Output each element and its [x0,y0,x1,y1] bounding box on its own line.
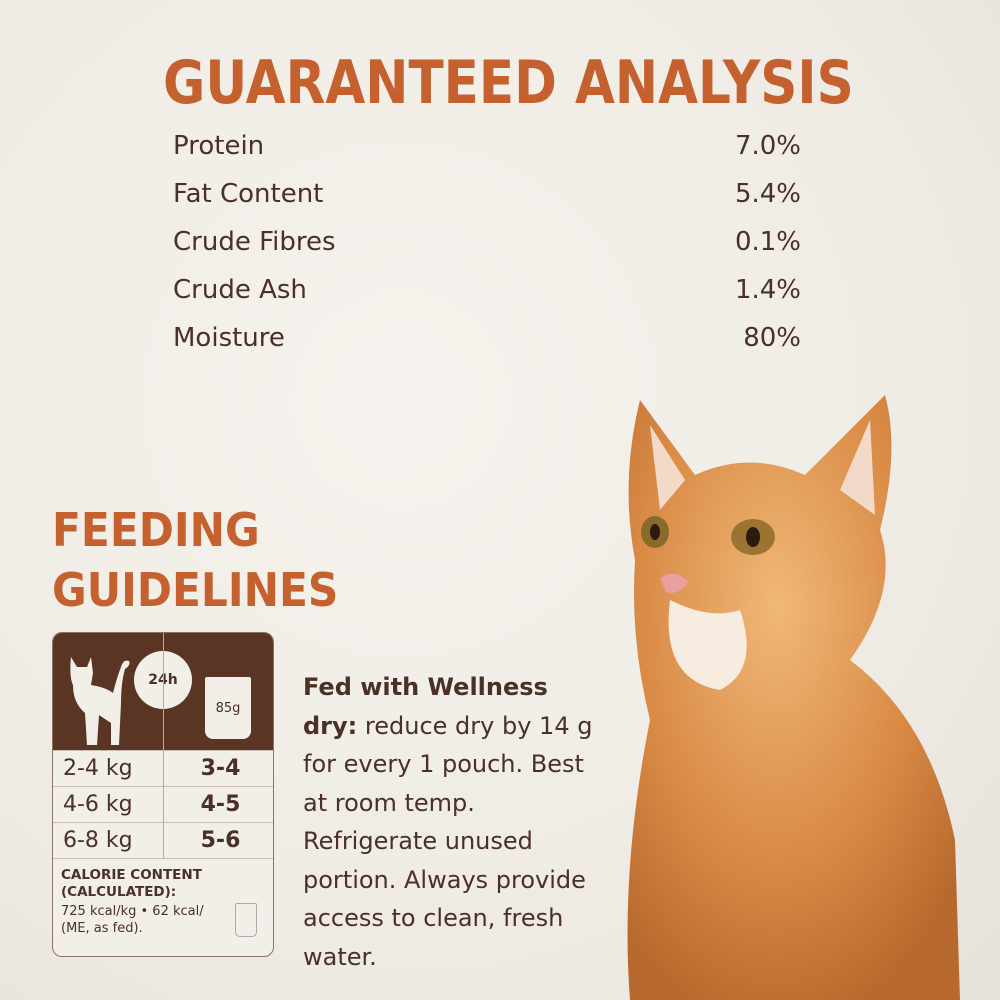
feeding-row: 4-6 kg 4-5 [53,786,273,822]
analysis-row: Crude Ash 1.4% [173,266,801,314]
pouch-icon: 85g [205,677,251,739]
analysis-row: Crude Fibres 0.1% [173,218,801,266]
calorie-title: CALORIE CONTENT (CALCULATED): [61,867,202,900]
analysis-row: Fat Content 5.4% [173,170,801,218]
feeding-note: Fed with Wellness dry: reduce dry by 14 … [303,668,608,976]
pouches: 3-4 [200,756,241,781]
cat-silhouette-icon [70,657,130,745]
weight: 4-6 kg [63,792,133,817]
note-heading: Fed with Wellness dry: [303,673,548,740]
label: Crude Fibres [173,227,336,257]
kitten-photo [627,395,960,1000]
label: Protein [173,131,265,161]
value: 1.4% [734,275,801,305]
weight: 6-8 kg [63,828,133,853]
label: Moisture [173,323,285,353]
pouches: 5-6 [200,828,241,853]
calorie-text: 725 kcal/kg • 62 kcal/ (ME, as fed). [61,904,204,936]
feeding-table: 24h 85g 2-4 kg3-4 4-6 kg4-5 6-8 kg5-6 CA… [52,632,274,957]
feeding-guidelines-title: FEEDING GUIDELINES [52,500,338,620]
title-line: FEEDING [52,503,260,557]
value: 5.4% [734,179,801,209]
guaranteed-analysis-title: GUARANTEED ANALYSIS [163,48,854,118]
calorie-content: CALORIE CONTENT (CALCULATED): 725 kcal/k… [53,858,273,945]
pouch-outline-icon [235,903,257,937]
weight: 2-4 kg [63,756,133,781]
title-line: GUIDELINES [52,563,339,617]
analysis-row: Protein 7.0% [173,122,801,170]
analysis-table: Protein 7.0% Fat Content 5.4% Crude Fibres… [173,122,801,362]
label: Fat Content [173,179,324,209]
value: 0.1% [734,227,801,257]
pouches: 4-5 [200,792,241,817]
divider [163,633,164,858]
analysis-row: Moisture 80% [173,314,801,362]
note-text: reduce dry by 14 g for every 1 pouch. Be… [303,711,593,971]
label: Crude Ash [173,275,307,305]
value: 80% [743,323,801,353]
value: 7.0% [734,131,801,161]
